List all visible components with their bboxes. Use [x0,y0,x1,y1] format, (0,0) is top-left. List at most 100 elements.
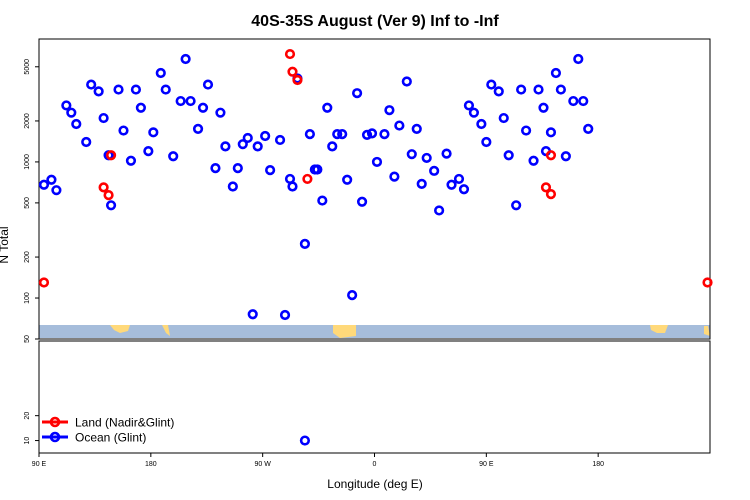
ocean-point [71,118,82,130]
land-point [292,74,303,86]
ocean-point [113,84,124,95]
ocean-point [304,129,315,140]
land-point [302,173,313,185]
x-tick-label: 0 [373,461,377,468]
ocean-point [486,79,497,90]
ocean-point [337,129,348,140]
ocean-point [401,76,412,87]
ocean-point [394,120,405,131]
ocean-point [416,178,427,189]
x-tick-label: 90 E [32,461,47,468]
ocean-point [352,88,363,99]
ocean-point [511,200,522,211]
ocean-point [317,195,328,206]
y-tick-label: 50 [24,335,31,343]
ocean-point [389,171,400,182]
land-point [98,182,109,193]
ocean-point [347,290,358,301]
ocean-point [312,164,323,175]
ocean-point [192,123,204,134]
ocean-point [247,309,258,320]
x-tick-label: 90 W [254,461,271,468]
x-axis: 90 E 180 90 W 0 90 E 180 [32,453,604,468]
ocean-point [322,102,333,113]
ocean-point [493,86,504,97]
ocean-point [356,196,368,207]
ocean-point [180,53,191,65]
ocean-point [550,67,562,79]
ocean-point [366,128,378,139]
ocean-point [38,179,50,190]
y-tick-label: 20 [24,412,31,420]
land-point [284,48,296,60]
ocean-point [252,141,263,152]
land-point [287,66,298,77]
x-tick-label: 180 [592,461,604,468]
ocean-point [498,112,509,124]
ocean-point [446,179,457,190]
ocean-point [61,100,72,111]
ocean-point [220,141,231,152]
ocean-point [237,139,248,150]
ocean-point [361,129,373,140]
ocean-point [118,125,129,136]
ocean-point [555,84,566,95]
ocean-point [434,205,445,216]
ocean-point [421,152,432,164]
ocean-point [197,102,209,113]
ocean-point [105,200,117,211]
map-land-patch [704,326,710,336]
y-tick-label: 200 [24,251,31,263]
ocean-point [51,185,62,196]
land-point [545,189,557,200]
ocean-point [568,95,579,107]
ocean-point [503,150,514,161]
ocean-point [232,163,243,174]
legend-marker-land [49,416,61,428]
y-tick-label: 100 [24,292,31,304]
ocean-point [384,105,395,116]
ocean-point-lower [299,435,311,446]
ocean-point [93,86,104,97]
ocean-point [342,174,353,185]
ocean-point [185,95,196,107]
ocean-point [155,67,166,79]
ocean-point [538,102,549,113]
ocean-point [458,184,470,195]
ocean-point [371,156,383,168]
ocean-point [583,123,594,134]
ocean-point [411,123,422,134]
ocean-point [274,134,286,146]
ocean-point [260,130,271,142]
bottom-y-axis: 10 20 [24,412,39,444]
ocean-point [148,127,159,138]
ocean-point [202,79,214,90]
ocean-point [429,165,440,176]
land-point [103,190,114,201]
ocean-point [86,79,97,90]
ocean-point [66,107,77,118]
top-y-axis: 50 100 200 500 1000 2000 5000 [24,59,39,343]
ocean-point [135,102,146,113]
ocean-point [578,95,589,107]
legend-label-ocean: Ocean (Glint) [75,431,146,445]
ocean-point [125,155,137,166]
top-panel-frame [38,38,711,340]
y-axis-label: N Total [0,226,11,263]
ocean-point [299,238,311,249]
x-axis-label: Longitude (deg E) [327,477,422,491]
ocean-point [573,53,584,65]
ocean-point [242,132,253,144]
ocean-point [520,125,532,136]
ocean-point [160,84,171,95]
map-land-patch [333,325,356,338]
ocean-point [463,100,475,111]
ocean-point [533,84,544,95]
ocean-point [481,136,492,148]
land-ocean-map-strip [39,325,710,338]
y-tick-label: 500 [24,197,31,209]
ocean-point [476,118,487,130]
ocean-point [441,148,452,159]
legend-marker-ocean [49,431,61,443]
